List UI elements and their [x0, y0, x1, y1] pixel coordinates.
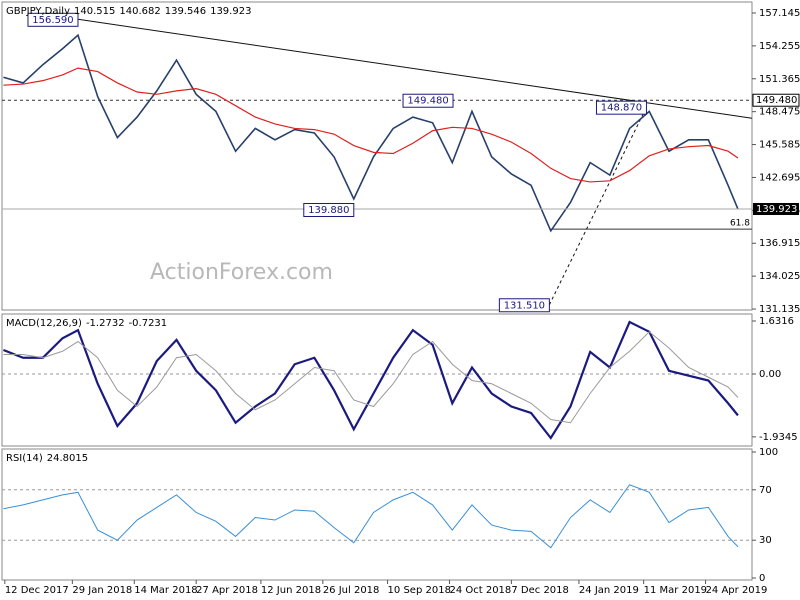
- y-tick-label: 134.025: [759, 271, 800, 282]
- y-tick-label: -1.9345: [759, 432, 798, 443]
- y-tick-label: 154.255: [759, 41, 800, 52]
- header-part: 139.923: [210, 6, 251, 17]
- y-tick-label: 145.585: [759, 140, 800, 151]
- x-tick-label: 24 Oct 2018: [449, 585, 511, 596]
- x-tick-label: 24 Apr 2019: [706, 585, 768, 596]
- header-title: MACD(12,26,9): [6, 318, 82, 329]
- y-tick-label: 157.145: [759, 8, 800, 19]
- fib-label: 61.8: [730, 219, 750, 229]
- annotation-label: 148.870: [601, 103, 642, 114]
- x-tick-label: 11 Mar 2019: [644, 585, 707, 596]
- current-label: 139.923: [756, 204, 797, 215]
- x-tick-label: 12 Jun 2018: [261, 585, 321, 596]
- panel-header: RSI(14) 24.8015: [6, 453, 88, 464]
- y-tick-label: 136.915: [759, 238, 800, 249]
- y-tick-label: 142.695: [759, 172, 800, 183]
- y-tick-label: 148.475: [759, 107, 800, 118]
- panel-frame: [1, 1, 753, 311]
- header-title: GBPJPY,Daily: [6, 6, 70, 17]
- annotation-label: 131.510: [504, 300, 545, 311]
- header-part: 140.515: [74, 6, 115, 17]
- x-tick-label: 24 Jan 2019: [579, 585, 639, 596]
- y-tick-label: 0: [759, 573, 765, 584]
- y-tick-label: 30: [759, 535, 772, 546]
- x-tick-label: 14 Mar 2018: [134, 585, 197, 596]
- header-title: RSI(14): [6, 453, 43, 464]
- series-line: [3, 331, 739, 424]
- x-tick-label: 29 Jan 2018: [72, 585, 132, 596]
- series-line: [3, 484, 739, 549]
- y-tick-label: 100: [759, 447, 778, 458]
- series-line: [3, 67, 739, 183]
- watermark: ActionForex.com: [150, 260, 333, 285]
- annotation-box: [303, 202, 355, 217]
- annotation-label: 156.590: [32, 15, 73, 26]
- series-line: [3, 320, 739, 440]
- y-tick-label: 151.365: [759, 74, 800, 85]
- y-tick-label: 131.135: [759, 304, 800, 315]
- annotation-box: [27, 12, 79, 27]
- panel-header: MACD(12,26,9) -1.2732 -0.7231: [6, 318, 167, 329]
- panel-frame: [1, 448, 753, 581]
- annotation-box: [595, 100, 647, 115]
- x-tick-label: 7 Dec 2018: [511, 585, 569, 596]
- level-label: 149.480: [756, 95, 797, 106]
- header-part: 139.546: [165, 6, 206, 17]
- panel-header: GBPJPY,Daily 140.515 140.682 139.546 139.923: [6, 6, 251, 17]
- header-part: 140.682: [119, 6, 160, 17]
- header-part: 24.8015: [47, 453, 88, 464]
- y-tick-label: 1.6316: [759, 316, 794, 327]
- x-tick-label: 12 Dec 2017: [5, 585, 69, 596]
- annotation-label: 149.480: [407, 96, 448, 107]
- x-tick-label: 10 Sep 2018: [388, 585, 451, 596]
- level-badge: [752, 93, 800, 107]
- series-line: [3, 33, 739, 233]
- current-badge: [753, 203, 799, 216]
- trend-line: [548, 106, 647, 305]
- annotation-label: 139.880: [308, 205, 349, 216]
- header-part: -1.2732: [86, 318, 125, 329]
- panel-frame: [1, 313, 753, 447]
- y-tick-label: 70: [759, 485, 772, 496]
- header-part: -0.7231: [129, 318, 168, 329]
- x-tick-label: 27 Apr 2018: [196, 585, 258, 596]
- annotation-box: [402, 93, 454, 108]
- x-tick-label: 26 Jul 2018: [323, 585, 380, 596]
- y-tick-label: 0.00: [759, 369, 781, 380]
- annotation-box: [498, 298, 550, 313]
